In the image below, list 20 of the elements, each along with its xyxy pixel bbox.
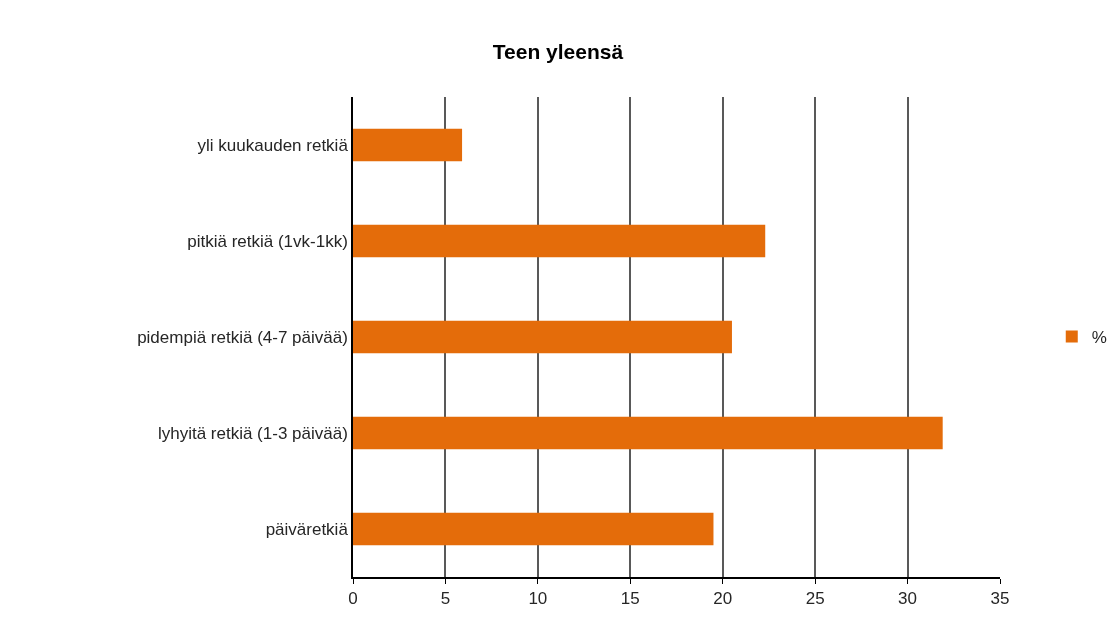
x-tick-label: 15 xyxy=(620,589,640,609)
bar xyxy=(353,128,463,162)
y-tick-label: yli kuukauden retkiä xyxy=(197,135,349,155)
x-tick-label: 30 xyxy=(898,589,918,609)
x-tick-label: 5 xyxy=(440,589,451,609)
y-tick-label: lyhyitä retkiä (1-3 päivää) xyxy=(157,423,348,443)
y-tick-label: päiväretkiä xyxy=(265,519,349,539)
x-tick-label: 10 xyxy=(528,589,548,609)
x-tick-label: 0 xyxy=(348,589,358,609)
x-tick-label: 25 xyxy=(805,589,825,609)
bar xyxy=(353,512,714,546)
chart-title: Teen yleensä xyxy=(492,39,624,63)
bar xyxy=(353,320,732,354)
y-tick-label: pitkiä retkiä (1vk-1kk) xyxy=(187,231,348,251)
x-tick-label: 20 xyxy=(713,589,733,609)
legend-label: % xyxy=(1091,328,1107,348)
x-tick-label: 35 xyxy=(990,589,1010,609)
bar xyxy=(353,416,943,450)
bar xyxy=(353,224,766,258)
y-tick-label: pidempiä retkiä (4-7 päivää) xyxy=(137,327,348,347)
